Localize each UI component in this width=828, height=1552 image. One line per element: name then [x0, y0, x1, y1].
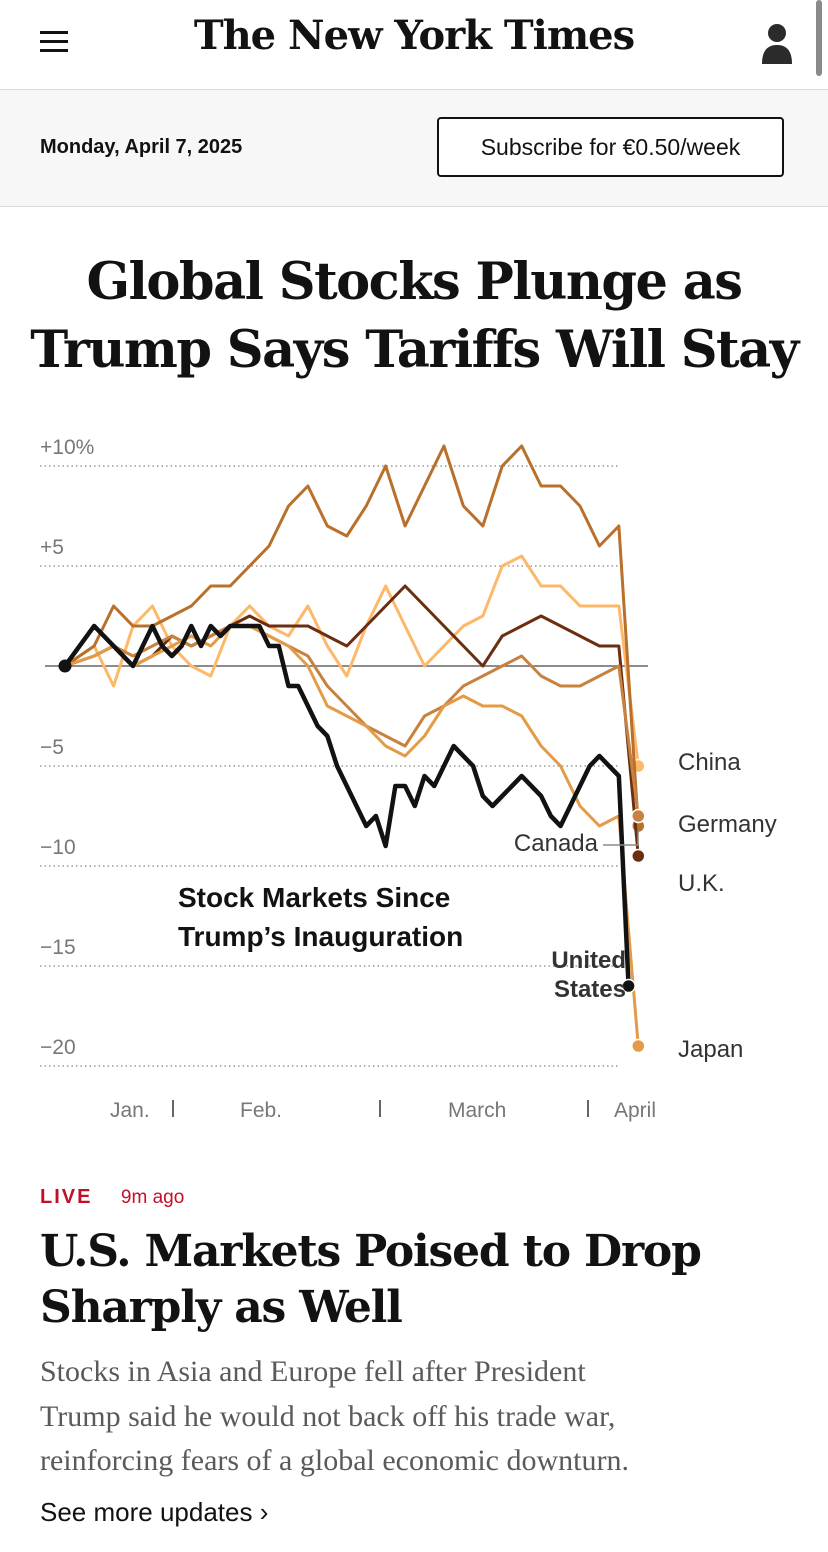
series-end-point — [621, 978, 636, 994]
series-end-point — [631, 848, 646, 864]
chart-title: Stock Markets Since — [178, 882, 450, 913]
y-tick-label: +10% — [40, 436, 94, 459]
person-account-icon[interactable] — [760, 22, 794, 64]
story-summary: Stocks in Asia and Europe fell after Pre… — [40, 1350, 800, 1484]
y-tick-label: −20 — [40, 1036, 76, 1059]
series-end-point — [631, 808, 646, 824]
start-point — [58, 659, 72, 673]
series-label: States — [554, 976, 626, 1003]
live-row: LIVE 9m ago — [40, 1186, 184, 1209]
headline-line-2[interactable]: Trump Says Tariffs Will Stay — [30, 320, 799, 380]
nyt-logo[interactable]: The New York Times — [193, 12, 635, 59]
y-tick-label: −15 — [40, 936, 76, 959]
series-line-united-states — [63, 623, 631, 987]
date-subscribe-bar: Monday, April 7, 2025 Subscribe for €0.5… — [0, 90, 828, 207]
series-line-china — [64, 554, 640, 767]
series-line-canada — [64, 624, 640, 817]
x-tick-label: March — [448, 1099, 506, 1122]
see-more-updates-link[interactable]: See more updates › — [40, 1497, 269, 1527]
story-title-line-2[interactable]: Sharply as Well — [40, 1282, 403, 1333]
main-headline[interactable]: Global Stocks Plunge as Trump Says Tarif… — [0, 248, 828, 384]
summary-line-2: Trump said he would not back off his tra… — [40, 1399, 616, 1433]
summary-line-1: Stocks in Asia and Europe fell after Pre… — [40, 1355, 586, 1388]
story-title[interactable]: U.S. Markets Poised to Drop Sharply as W… — [40, 1224, 800, 1336]
series-line-japan — [64, 624, 640, 1047]
chart-title: Trump’s Inauguration — [178, 921, 463, 952]
series-label: Germany — [678, 811, 777, 838]
x-tick-label: Jan. — [110, 1099, 150, 1122]
subscribe-button[interactable]: Subscribe for €0.50/week — [437, 117, 784, 177]
story-title-line-1[interactable]: U.S. Markets Poised to Drop — [40, 1226, 702, 1277]
stock-markets-chart[interactable]: +10% +5 −5 −10 −15 −20 Jan. Feb. March April China… — [0, 415, 828, 1135]
hamburger-menu-icon[interactable] — [40, 31, 68, 53]
y-tick-label: −5 — [40, 736, 64, 759]
top-header: The New York Times — [0, 0, 828, 90]
series-label: Japan — [678, 1036, 743, 1063]
series-label: United — [551, 947, 626, 974]
x-tick-label: April — [614, 1099, 656, 1122]
headline-line-1[interactable]: Global Stocks Plunge as — [86, 252, 743, 312]
series-label: U.K. — [678, 870, 725, 897]
y-tick-label: −10 — [40, 836, 76, 859]
series-label: Canada — [514, 830, 599, 857]
summary-line-3: reinforcing fears of a global economic d… — [40, 1444, 629, 1477]
series-line-germany — [64, 444, 640, 827]
current-date: Monday, April 7, 2025 — [40, 136, 243, 158]
series-label: China — [678, 749, 741, 776]
live-badge: LIVE — [40, 1186, 93, 1208]
x-tick-label: Feb. — [240, 1099, 282, 1122]
series-end-point — [631, 1038, 646, 1054]
scrollbar[interactable] — [816, 0, 822, 76]
time-ago: 9m ago — [120, 1187, 185, 1208]
canada-leader-line — [603, 830, 639, 846]
y-tick-label: +5 — [40, 536, 64, 559]
